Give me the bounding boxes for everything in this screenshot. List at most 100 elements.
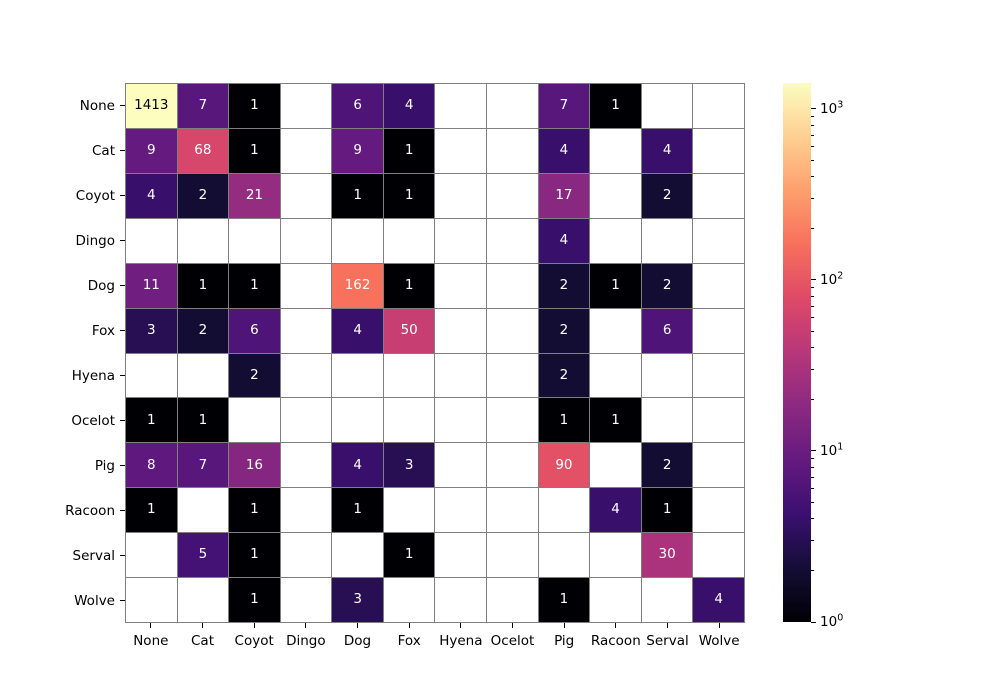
colorbar-minor-tick (811, 295, 814, 297)
heatmap-cell (435, 84, 487, 128)
heatmap-cell: 1 (538, 578, 590, 622)
x-axis-tick (305, 623, 307, 628)
heatmap-cell: 6 (332, 84, 383, 128)
heatmap-cell: 4 (538, 128, 590, 173)
heatmap-cell (693, 353, 744, 398)
heatmap-cell (487, 308, 538, 353)
heatmap-cell (487, 128, 538, 173)
heatmap-cell (383, 488, 435, 533)
heatmap-cell (332, 398, 383, 443)
heatmap-cell: 3 (383, 443, 435, 488)
colorbar-minor-tick (811, 317, 814, 319)
x-axis-label: Wolve (698, 633, 740, 649)
heatmap-cell (280, 443, 332, 488)
x-axis-label: Racoon (590, 633, 641, 649)
x-axis-tick (408, 623, 410, 628)
heatmap-cell (435, 263, 487, 308)
heatmap-cell (332, 353, 383, 398)
heatmap-cell: 1 (590, 263, 641, 308)
heatmap-cell (487, 263, 538, 308)
heatmap-cell: 4 (641, 128, 693, 173)
colorbar-minor-tick (811, 159, 814, 161)
heatmap-cell: 162 (332, 263, 383, 308)
heatmap-cell (641, 578, 693, 622)
heatmap-cell (693, 218, 744, 263)
heatmap-cell (641, 398, 693, 443)
heatmap-cell (332, 218, 383, 263)
colorbar-minor-tick (811, 518, 814, 520)
heatmap-cell (693, 173, 744, 218)
y-axis-label: Pig (94, 457, 115, 474)
heatmap-cell: 2 (641, 443, 693, 488)
heatmap-cell (280, 263, 332, 308)
heatmap-cell (641, 353, 693, 398)
colorbar-minor-tick (811, 398, 814, 400)
heatmap-cell: 1 (590, 398, 641, 443)
heatmap-cell (693, 533, 744, 578)
heatmap-cell (126, 578, 177, 622)
x-axis-tick (253, 623, 255, 628)
heatmap-cell (435, 218, 487, 263)
y-axis-label: None (79, 97, 115, 114)
heatmap-cell: 1 (383, 128, 435, 173)
heatmap-cell: 9 (126, 128, 177, 173)
heatmap-cell (590, 578, 641, 622)
colorbar-tick-label: 102 (820, 270, 844, 288)
heatmap-cell: 2 (538, 308, 590, 353)
heatmap-cell (590, 173, 641, 218)
heatmap-cell (693, 263, 744, 308)
heatmap-cell (280, 128, 332, 173)
x-axis-tick (667, 623, 668, 628)
colorbar-major-tick (811, 279, 816, 281)
y-axis-label: Dog (87, 277, 115, 294)
y-axis-tick (120, 285, 125, 286)
heatmap-cell: 1413 (126, 84, 177, 128)
y-axis-tick (120, 600, 125, 601)
colorbar-minor-tick (811, 347, 814, 349)
x-axis-tick (202, 623, 203, 628)
colorbar-minor-tick (811, 501, 814, 503)
heatmap-cell: 7 (538, 84, 590, 128)
heatmap-cell (177, 488, 229, 533)
heatmap-cell: 7 (177, 443, 229, 488)
heatmap-cell (590, 218, 641, 263)
heatmap-cell (177, 218, 229, 263)
colorbar-major-tick (811, 450, 816, 452)
heatmap-cell (383, 398, 435, 443)
heatmap-cell (435, 488, 487, 533)
colorbar-minor-tick (811, 368, 814, 370)
heatmap-cell (126, 218, 177, 263)
heatmap-cell: 2 (641, 263, 693, 308)
heatmap-cell (693, 84, 744, 128)
heatmap-cell: 1 (590, 84, 641, 128)
heatmap-cell (538, 488, 590, 533)
heatmap-cell (280, 173, 332, 218)
heatmap-cell (693, 128, 744, 173)
heatmap-cell: 5 (177, 533, 229, 578)
heatmap-cell (487, 173, 538, 218)
heatmap-cell (280, 488, 332, 533)
y-axis-tick (120, 465, 125, 466)
heatmap-cell: 2 (177, 173, 229, 218)
heatmap-cell (487, 443, 538, 488)
heatmap-cell: 1 (383, 173, 435, 218)
y-axis-label: Dingo (75, 232, 115, 249)
heatmap-cell: 4 (590, 488, 641, 533)
heatmap-cell: 6 (229, 308, 280, 353)
y-axis-label: Wolve (74, 592, 115, 609)
heatmap-cell: 4 (538, 218, 590, 263)
x-axis-label: Coyot (234, 633, 274, 649)
x-axis-tick (615, 623, 617, 628)
heatmap-cell: 3 (126, 308, 177, 353)
heatmap-cell (435, 353, 487, 398)
colorbar-minor-tick (811, 330, 814, 332)
colorbar-minor-tick (811, 146, 814, 148)
heatmap-cell: 1 (383, 263, 435, 308)
heatmap-cell: 1 (126, 398, 177, 443)
heatmap-cell (693, 488, 744, 533)
heatmap-cell: 1 (229, 533, 280, 578)
heatmap-cell (590, 128, 641, 173)
heatmap-cell: 1 (229, 488, 280, 533)
y-axis-label: Hyena (71, 367, 115, 384)
colorbar-major-tick (811, 621, 816, 623)
